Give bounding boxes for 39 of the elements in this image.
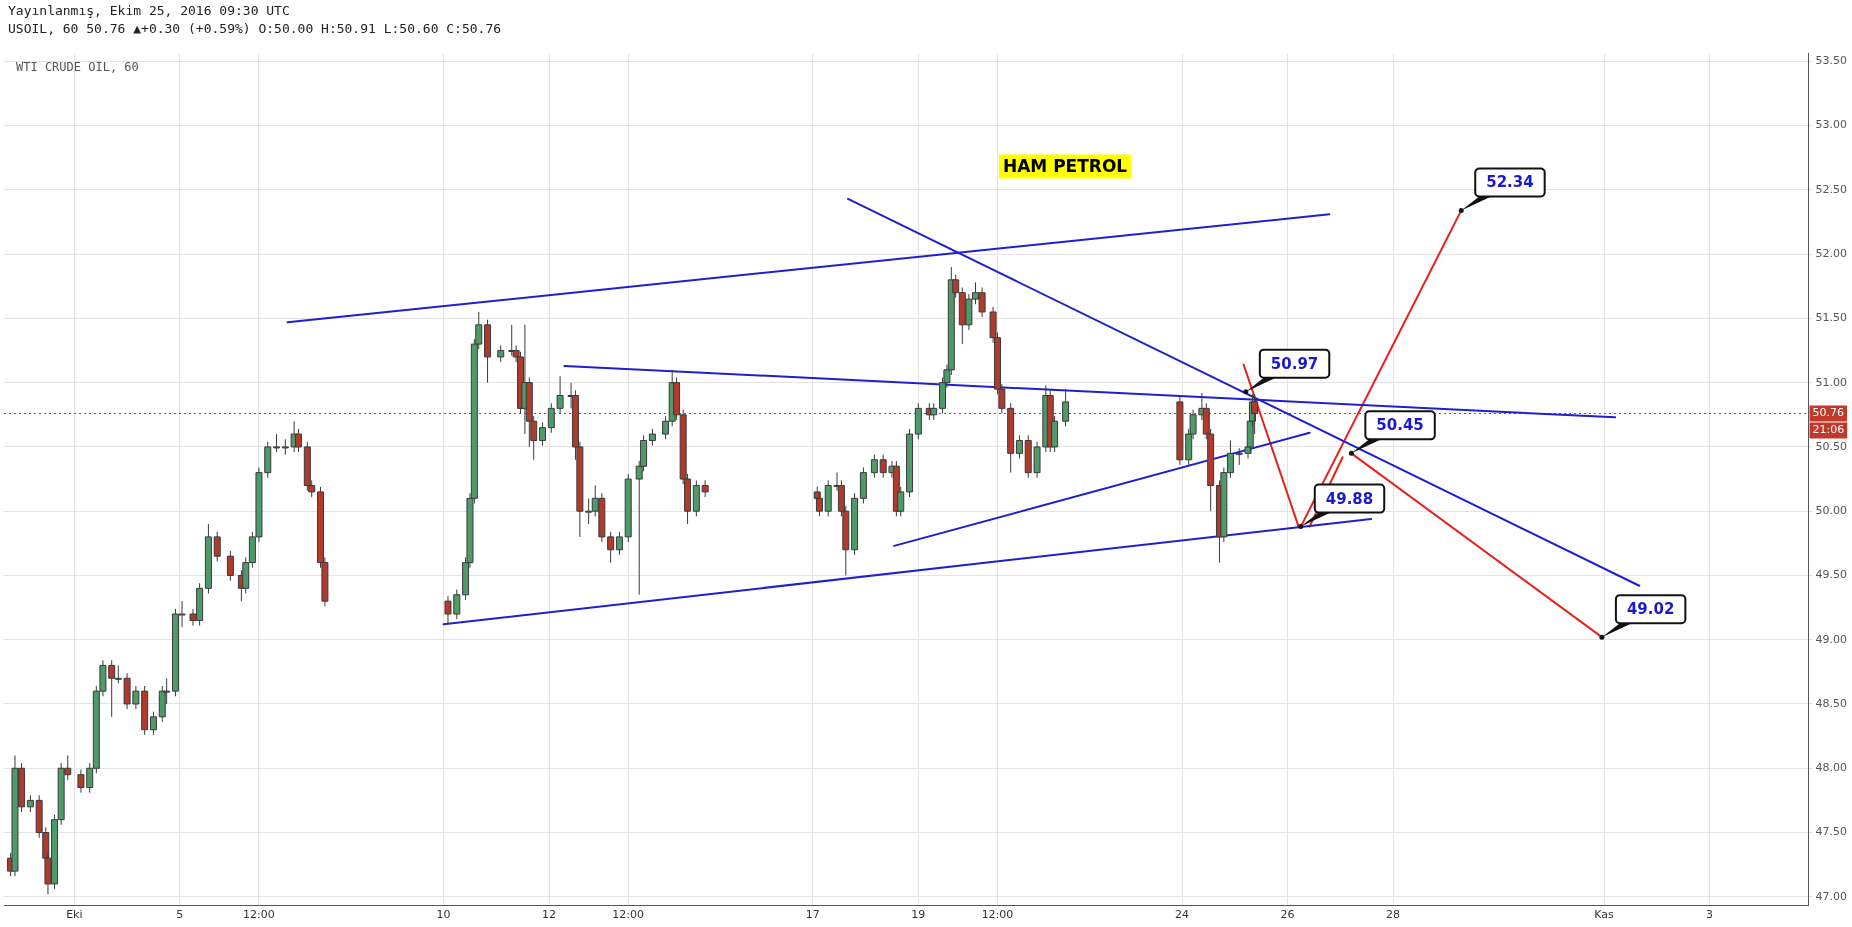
annotation: 52.34	[1486, 173, 1534, 192]
chart-subtitle: USOIL, 60 50.76 ▲+0.30 (+0.59%) O:50.00 H:50.91 L:50.60 C:50.76	[8, 20, 503, 38]
annotation: 49.88	[1325, 489, 1374, 508]
y-tick-label: 49.50	[1815, 568, 1848, 582]
annotation: 49.02	[1626, 600, 1675, 619]
x-tick-label: 19	[911, 908, 926, 922]
y-tick-label: 52.00	[1815, 246, 1848, 260]
y-tick-label: 47.50	[1815, 825, 1848, 839]
chart-title: Yayınlanmış, Ekim 25, 2016 09:30 UTC	[8, 2, 291, 20]
annotation: HAM PETROL	[1002, 156, 1128, 177]
y-tick-label: 48.50	[1815, 696, 1848, 710]
x-tick-label: 26	[1280, 908, 1295, 922]
y-tick-label: 49.00	[1815, 632, 1848, 646]
y-tick-label: 48.00	[1815, 761, 1848, 775]
x-tick-label: Kas	[1594, 908, 1615, 922]
x-tick-label: 12:00	[612, 908, 645, 922]
y-tick-label: 53.50	[1815, 54, 1848, 68]
text: 21:06	[1812, 423, 1845, 437]
y-tick-label: 53.00	[1815, 118, 1848, 132]
x-tick-label: 12:00	[981, 908, 1014, 922]
annotation: 50.45	[1376, 416, 1424, 435]
x-tick-label: 3	[1706, 908, 1714, 922]
y-tick-label: 52.50	[1815, 182, 1848, 196]
x-tick-label: Eki	[66, 908, 83, 922]
x-tick-label: 24	[1175, 908, 1190, 922]
annotation: WTI CRUDE OIL, 60	[16, 59, 139, 74]
x-tick-label: 28	[1386, 908, 1401, 922]
x-tick-label: 12	[542, 908, 557, 922]
y-tick-label: 47.00	[1815, 889, 1848, 903]
x-tick-label: 12:00	[243, 908, 275, 922]
y-tick-label: 50.00	[1815, 504, 1848, 518]
x-tick-label: 17	[805, 908, 820, 922]
y-tick-label: 50.50	[1815, 439, 1848, 453]
x-tick-label: 5	[176, 908, 184, 922]
ref-line-label: 50.76	[1812, 406, 1845, 420]
y-tick-label: 51.00	[1815, 375, 1848, 389]
y-tick-label: 51.50	[1815, 311, 1848, 325]
x-tick-label: 10	[436, 908, 451, 922]
annotation: 50.97	[1270, 354, 1319, 373]
